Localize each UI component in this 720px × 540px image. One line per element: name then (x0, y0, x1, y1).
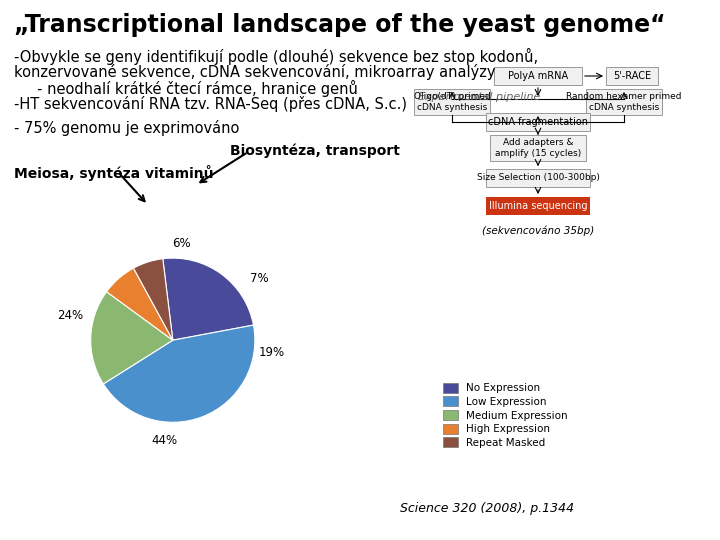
Wedge shape (104, 325, 255, 422)
Text: Experimental pipeline: Experimental pipeline (418, 92, 541, 102)
Text: PolyA mRNA: PolyA mRNA (508, 71, 568, 81)
Text: -Obvykle se geny identifikují podle (dlouhé) sekvence bez stop kodonů,: -Obvykle se geny identifikují podle (dlo… (14, 48, 538, 65)
FancyBboxPatch shape (606, 67, 658, 85)
FancyBboxPatch shape (486, 197, 590, 215)
Text: Meiosa, syntéza vitaminů: Meiosa, syntéza vitaminů (14, 165, 214, 181)
Text: 7%: 7% (250, 272, 269, 285)
FancyBboxPatch shape (414, 89, 490, 115)
Wedge shape (107, 268, 173, 340)
Text: 19%: 19% (258, 346, 284, 359)
FancyBboxPatch shape (490, 135, 586, 161)
Text: konzervované sekvence, cDNA sekvencování, mikroarray analýzy: konzervované sekvence, cDNA sekvencování… (14, 64, 495, 80)
Text: cDNA fragmentation: cDNA fragmentation (488, 117, 588, 127)
Text: 6%: 6% (171, 237, 190, 250)
Wedge shape (133, 259, 173, 340)
Text: 24%: 24% (57, 309, 84, 322)
Text: - neodhalí krátké čtecí rámce, hranice genů: - neodhalí krátké čtecí rámce, hranice g… (14, 80, 358, 97)
Text: Add adapters &
amplify (15 cycles): Add adapters & amplify (15 cycles) (495, 138, 581, 158)
Text: Biosyntéza, transport: Biosyntéza, transport (230, 144, 400, 159)
Text: Size Selection (100-300bp): Size Selection (100-300bp) (477, 173, 600, 183)
FancyBboxPatch shape (486, 113, 590, 131)
Text: Science 320 (2008), p.1344: Science 320 (2008), p.1344 (400, 502, 574, 515)
Text: Illumina sequencing: Illumina sequencing (489, 201, 588, 211)
Text: Random hexamer primed
cDNA synthesis: Random hexamer primed cDNA synthesis (566, 92, 682, 112)
Text: Oligo(dT) primed
cDNA synthesis: Oligo(dT) primed cDNA synthesis (413, 92, 490, 112)
FancyBboxPatch shape (586, 89, 662, 115)
Text: (sekvencováno 35bp): (sekvencováno 35bp) (482, 225, 594, 235)
Text: 5'-RACE: 5'-RACE (613, 71, 651, 81)
Text: -HT sekvencování RNA tzv. RNA-Seq (přes cDNA, S.c.): -HT sekvencování RNA tzv. RNA-Seq (přes … (14, 96, 407, 112)
Text: 44%: 44% (151, 434, 178, 447)
Wedge shape (91, 292, 173, 384)
FancyBboxPatch shape (486, 169, 590, 187)
Text: - 75% genomu je exprimováno: - 75% genomu je exprimováno (14, 120, 239, 136)
Wedge shape (163, 258, 253, 340)
FancyBboxPatch shape (494, 67, 582, 85)
Legend: No Expression, Low Expression, Medium Expression, High Expression, Repeat Masked: No Expression, Low Expression, Medium Ex… (444, 383, 568, 448)
Text: „Transcriptional landscape of the yeast genome“: „Transcriptional landscape of the yeast … (14, 13, 665, 37)
